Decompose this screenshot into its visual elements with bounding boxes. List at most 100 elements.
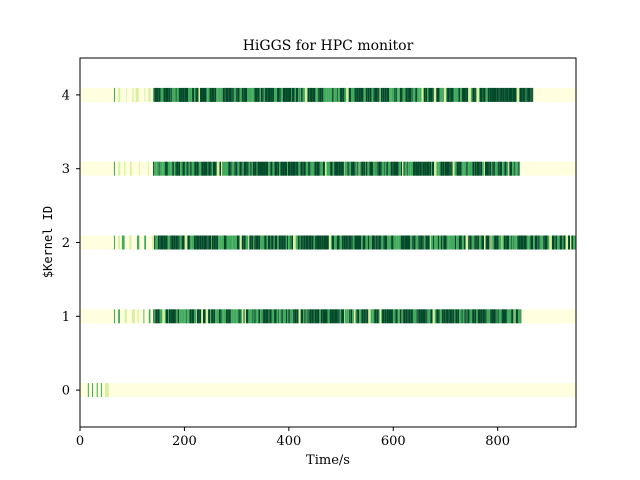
event-mark <box>491 309 494 324</box>
event-mark <box>400 161 403 176</box>
event-mark <box>446 235 449 250</box>
event-mark <box>307 309 309 324</box>
event-mark <box>175 235 178 250</box>
event-mark <box>413 235 416 250</box>
event-mark <box>438 87 440 102</box>
event-mark <box>175 87 177 102</box>
event-mark <box>362 235 364 250</box>
event-mark <box>483 161 485 176</box>
event-mark <box>241 87 244 102</box>
event-mark <box>351 235 353 250</box>
event-mark <box>469 235 470 250</box>
event-mark <box>300 309 304 324</box>
event-mark <box>487 87 490 102</box>
event-mark <box>543 235 545 250</box>
event-mark <box>454 235 457 250</box>
event-mark <box>496 235 499 250</box>
event-mark <box>130 161 132 176</box>
event-mark <box>170 235 172 250</box>
event-mark <box>481 235 485 250</box>
event-mark <box>356 309 358 324</box>
event-mark <box>412 309 415 324</box>
event-mark <box>496 87 499 102</box>
event-mark <box>260 309 263 324</box>
event-mark <box>450 161 452 176</box>
event-mark <box>244 309 246 324</box>
event-mark <box>274 235 278 250</box>
event-mark <box>341 309 345 324</box>
event-mark <box>511 309 514 324</box>
event-mark <box>216 87 218 102</box>
event-mark <box>458 87 461 102</box>
event-mark <box>506 309 509 324</box>
event-mark <box>154 87 157 102</box>
event-mark <box>449 235 452 250</box>
event-mark <box>445 87 448 102</box>
event-mark <box>422 161 425 176</box>
event-mark <box>173 161 175 176</box>
event-mark <box>308 161 310 176</box>
event-mark <box>421 87 424 102</box>
event-mark <box>382 309 385 324</box>
event-mark <box>160 87 164 102</box>
event-mark <box>266 235 269 250</box>
event-mark <box>354 87 357 102</box>
event-mark <box>408 87 412 102</box>
event-mark <box>160 235 164 250</box>
event-mark <box>498 309 502 324</box>
event-mark <box>410 235 413 250</box>
event-mark <box>187 161 188 176</box>
event-mark <box>200 87 203 102</box>
event-mark <box>132 87 134 102</box>
event-mark <box>333 309 335 324</box>
event-mark <box>465 309 467 324</box>
event-mark <box>277 161 280 176</box>
event-mark <box>228 161 231 176</box>
event-mark <box>396 87 398 102</box>
event-mark <box>263 87 265 102</box>
event-mark <box>425 309 427 324</box>
event-mark <box>496 309 498 324</box>
event-mark <box>555 235 558 250</box>
event-mark <box>427 87 429 102</box>
event-mark <box>277 235 279 250</box>
event-mark <box>253 309 255 324</box>
event-mark <box>182 309 185 324</box>
event-mark <box>378 309 380 324</box>
event-mark <box>434 235 436 250</box>
event-mark <box>414 309 417 324</box>
event-mark <box>144 235 147 250</box>
event-mark <box>361 309 364 324</box>
event-mark <box>303 309 305 324</box>
event-mark <box>175 161 177 176</box>
event-mark <box>357 235 360 250</box>
event-mark <box>420 309 423 324</box>
event-mark <box>202 87 205 102</box>
event-mark <box>257 309 259 324</box>
event-mark <box>470 87 472 102</box>
event-mark <box>165 235 168 250</box>
event-mark <box>374 309 377 324</box>
event-mark <box>154 161 157 176</box>
event-mark <box>363 235 366 250</box>
event-mark <box>344 161 348 176</box>
event-mark <box>211 161 213 176</box>
event-mark <box>124 309 127 324</box>
event-mark <box>462 309 465 324</box>
event-mark <box>292 309 294 324</box>
event-mark <box>191 235 195 250</box>
event-mark <box>375 161 377 176</box>
event-mark <box>300 87 301 102</box>
event-mark <box>326 235 329 250</box>
event-mark <box>319 161 320 176</box>
event-mark <box>342 87 345 102</box>
event-mark <box>355 161 356 176</box>
event-mark <box>419 235 421 250</box>
event-mark <box>476 309 478 324</box>
event-mark <box>399 309 402 324</box>
event-mark <box>525 87 527 102</box>
event-mark <box>285 235 287 250</box>
event-mark <box>363 161 366 176</box>
event-mark <box>187 161 189 176</box>
event-mark <box>452 87 454 102</box>
